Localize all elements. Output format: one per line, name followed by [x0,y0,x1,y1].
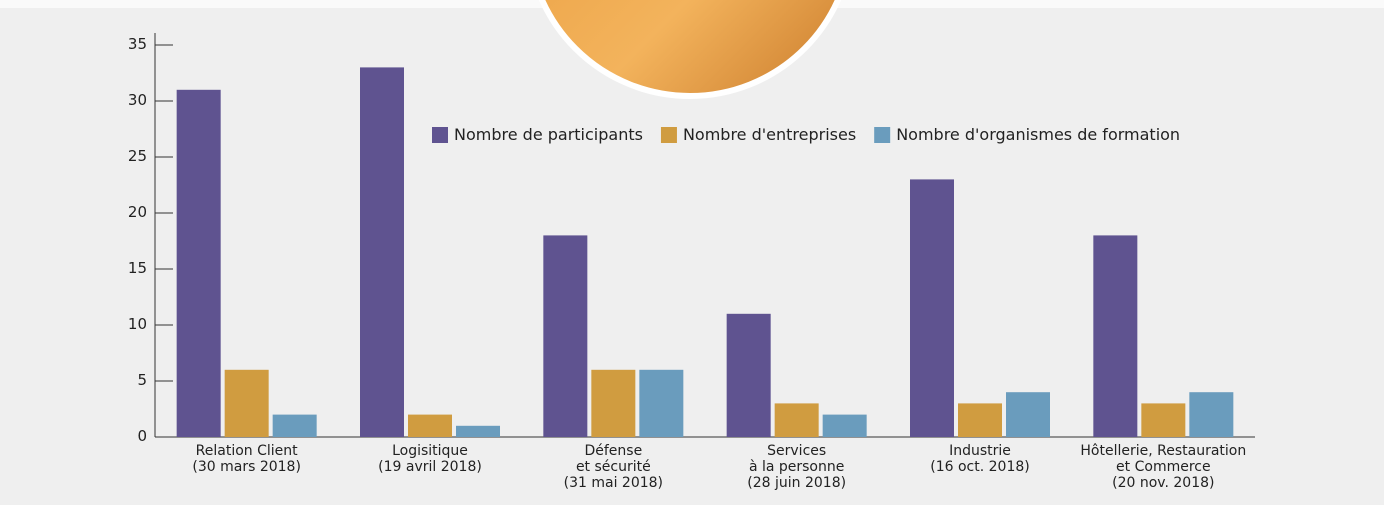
x-tick-label-line: et Commerce [1116,459,1211,475]
bar [176,89,221,438]
x-tick-label-line: Relation Client [196,443,298,459]
y-tick-label: 20 [128,203,147,221]
bar [543,235,588,437]
x-tick-label-line: (30 mars 2018) [192,459,301,475]
x-tick-label: Défense et sécurité (31 mai 2018) [564,443,663,491]
x-tick-label-line: Logisitique [392,443,468,459]
legend-label: Nombre d'entreprises [683,125,856,144]
x-tick-label-line: Défense [584,443,642,459]
x-tick-label-line: à la personne [749,459,844,475]
y-tick-label: 5 [137,371,147,389]
legend-label: Nombre d'organismes de formation [896,125,1180,144]
x-tick-label-line: Hôtellerie, Restauration [1080,443,1246,459]
x-tick-label-line: (31 mai 2018) [564,475,663,491]
bar [726,313,771,437]
x-tick-label-line: (20 nov. 2018) [1112,475,1214,491]
x-tick-label-line: (16 oct. 2018) [930,459,1029,475]
bar [1093,235,1138,437]
x-tick-label-line: (28 juin 2018) [747,475,846,491]
legend-label: Nombre de participants [454,125,643,144]
bar [456,425,500,437]
x-tick-label-line: Services [767,443,826,459]
x-tick-label-line: (19 avril 2018) [378,459,482,475]
legend-swatch [660,127,677,143]
bar [272,414,317,437]
bar [360,67,404,438]
bar [1006,392,1050,437]
bar [774,403,819,437]
bar [822,414,867,437]
y-tick-label: 25 [128,147,147,165]
bar [224,369,269,437]
x-tick-label: Services à la personne (28 juin 2018) [747,443,846,491]
bar [591,369,636,437]
bar [910,179,954,437]
legend-swatch [432,127,448,143]
header-photo [538,0,842,99]
bar [1141,403,1186,437]
x-tick-label: Logisitique (19 avril 2018) [378,443,482,475]
legend-swatch [874,127,891,143]
y-tick-label: 30 [128,91,147,109]
y-tick-label: 35 [128,35,147,53]
x-tick-label-line: et sécurité [576,459,651,475]
x-tick-label: Industrie (16 oct. 2018) [930,443,1029,475]
bar [958,403,1002,437]
x-tick-label: Relation Client (30 mars 2018) [192,443,301,475]
bar [639,369,684,437]
x-tick-label-line: Industrie [949,443,1011,459]
y-tick-label: 15 [128,259,147,277]
bar [408,414,452,437]
bar [1189,392,1234,437]
y-tick-label: 0 [137,427,147,445]
x-tick-label: Hôtellerie, Restauration et Commerce (20 n… [1080,443,1246,491]
y-tick-label: 10 [128,315,147,333]
